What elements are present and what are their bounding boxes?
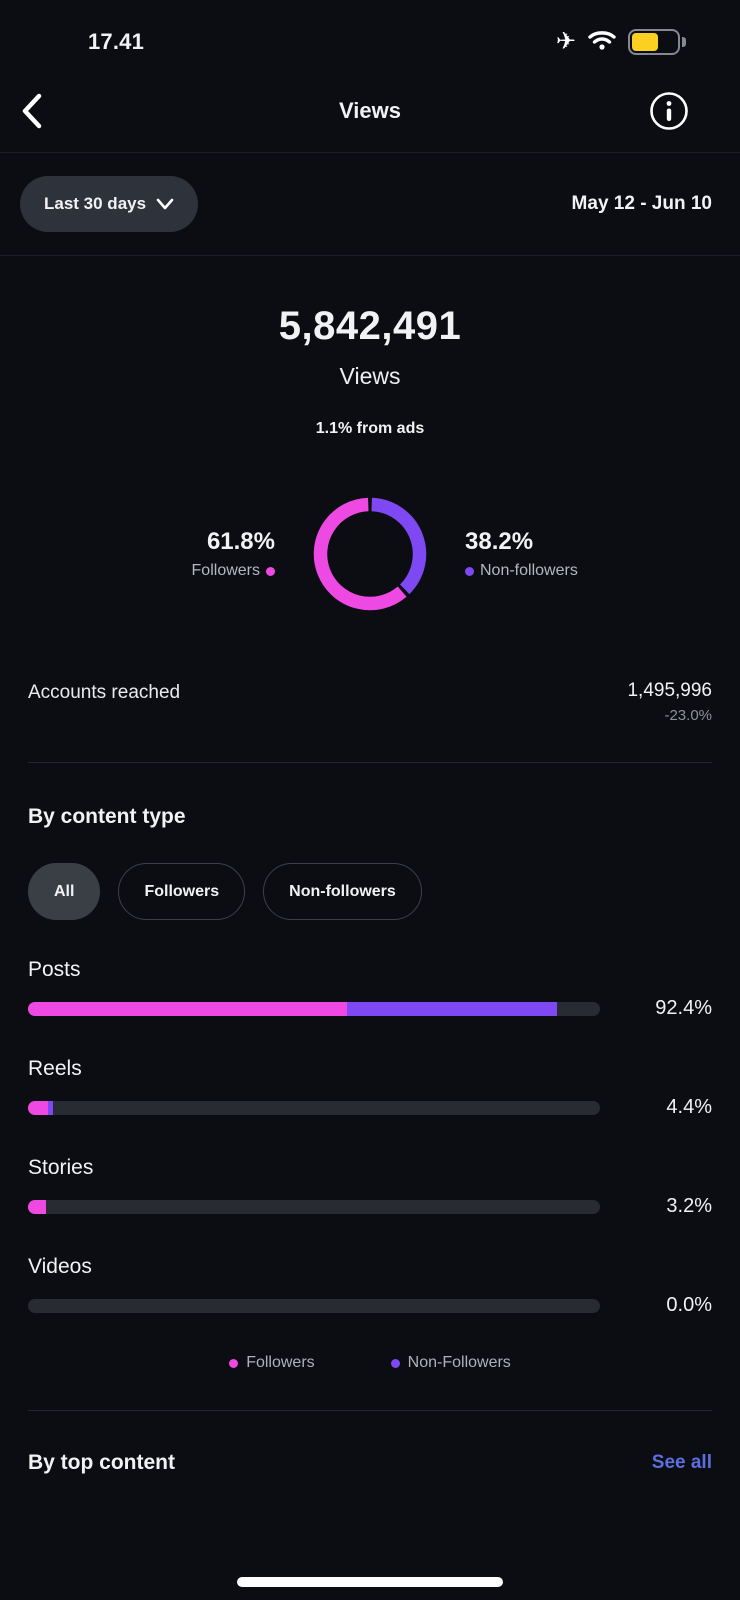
battery-fill <box>632 33 659 51</box>
date-range-selector[interactable]: Last 30 days <box>20 176 199 232</box>
accounts-reached-label: Accounts reached <box>28 682 181 703</box>
bar-non-followers-segment <box>48 1100 54 1115</box>
non-followers-caption: Non-followers <box>480 562 578 579</box>
see-all-link[interactable]: See all <box>651 1452 712 1473</box>
content-type-heading: By content type <box>28 805 186 828</box>
chevron-down-icon <box>156 198 174 210</box>
views-summary: 5,842,491 Views 1.1% from ads <box>0 256 740 438</box>
bar-value: 0.0% <box>666 1294 712 1316</box>
bar-label: Stories <box>28 1156 94 1179</box>
legend-non-followers: Non-Followers <box>390 1354 511 1372</box>
bar-track <box>28 1199 600 1214</box>
ads-note: 1.1% from ads <box>315 420 425 437</box>
bar-label: Posts <box>28 958 81 981</box>
legend-label: Followers <box>246 1354 315 1371</box>
bar-row-stories: Stories 3.2% <box>28 1156 712 1218</box>
tab-all[interactable]: All <box>28 863 101 920</box>
followers-caption: Followers <box>191 562 260 579</box>
non-followers-pct: 38.2% <box>465 528 534 555</box>
bar-label: Videos <box>28 1255 92 1278</box>
accounts-reached-change: -23.0% <box>664 707 712 724</box>
bar-row-posts: Posts 92.4% <box>28 958 712 1020</box>
bar-track <box>28 1100 600 1115</box>
wifi-icon <box>588 29 616 56</box>
followers-dot-icon <box>266 566 275 576</box>
audience-filter-tabs: All Followers Non-followers <box>0 829 740 920</box>
back-button[interactable] <box>20 93 60 129</box>
home-indicator[interactable] <box>237 1577 503 1587</box>
page-title: Views <box>339 98 401 123</box>
donut-chart <box>313 497 427 611</box>
bar-row-reels: Reels 4.4% <box>28 1057 712 1119</box>
non-followers-dot-icon <box>465 566 474 576</box>
battery-icon <box>628 29 686 55</box>
total-views-value: 5,842,491 <box>278 304 462 348</box>
airplane-mode-icon: ✈ <box>555 28 576 55</box>
header: Views <box>0 70 740 152</box>
non-followers-dot-icon <box>390 1358 400 1368</box>
tab-followers[interactable]: Followers <box>118 863 246 920</box>
bar-row-videos: Videos 0.0% <box>28 1255 712 1317</box>
content-type-bars: Posts 92.4% Reels 4.4% Stories 3.2% <box>0 920 740 1317</box>
bar-label: Reels <box>28 1057 82 1080</box>
legend-label: Non-Followers <box>407 1354 511 1371</box>
legend-followers: Followers <box>229 1354 315 1372</box>
bar-followers-segment <box>28 1001 348 1016</box>
non-followers-share: 38.2% Non-followers <box>465 528 640 580</box>
info-icon[interactable] <box>648 90 690 132</box>
bar-followers-segment <box>28 1100 49 1115</box>
bar-value: 4.4% <box>666 1096 712 1118</box>
status-bar: 17.41 ✈ <box>0 0 740 70</box>
clock: 17.41 <box>88 29 145 54</box>
total-views-label: Views <box>339 363 401 389</box>
section-divider <box>28 762 712 763</box>
donut-nonfollowers-arc <box>371 497 427 595</box>
bar-track <box>28 1001 600 1016</box>
bar-followers-segment <box>28 1199 47 1214</box>
followers-share: 61.8% Followers <box>100 528 275 580</box>
followers-donut-section: 61.8% Followers 38.2% Non-followers <box>0 474 740 634</box>
bar-track <box>28 1298 600 1313</box>
accounts-reached-value: 1,495,996 <box>627 680 712 701</box>
followers-dot-icon <box>229 1358 239 1368</box>
bar-value: 92.4% <box>655 997 712 1019</box>
bar-value: 3.2% <box>666 1195 712 1217</box>
top-content-heading: By top content <box>28 1451 175 1474</box>
bars-legend: Followers Non-Followers <box>0 1354 740 1372</box>
followers-pct: 61.8% <box>206 528 275 555</box>
donut-followers-arc <box>313 497 407 611</box>
tab-non-followers[interactable]: Non-followers <box>263 863 422 920</box>
section-divider <box>28 1410 712 1411</box>
filter-bar: Last 30 days May 12 - Jun 10 <box>0 152 740 256</box>
accounts-reached-row[interactable]: Accounts reached 1,495,996 -23.0% <box>0 680 740 724</box>
date-range-selector-label: Last 30 days <box>44 194 147 213</box>
status-icons: ✈ <box>556 29 686 56</box>
top-content-section: By top content See all <box>0 1411 740 1475</box>
date-range-text: May 12 - Jun 10 <box>571 193 712 214</box>
bar-non-followers-segment <box>347 1001 557 1016</box>
